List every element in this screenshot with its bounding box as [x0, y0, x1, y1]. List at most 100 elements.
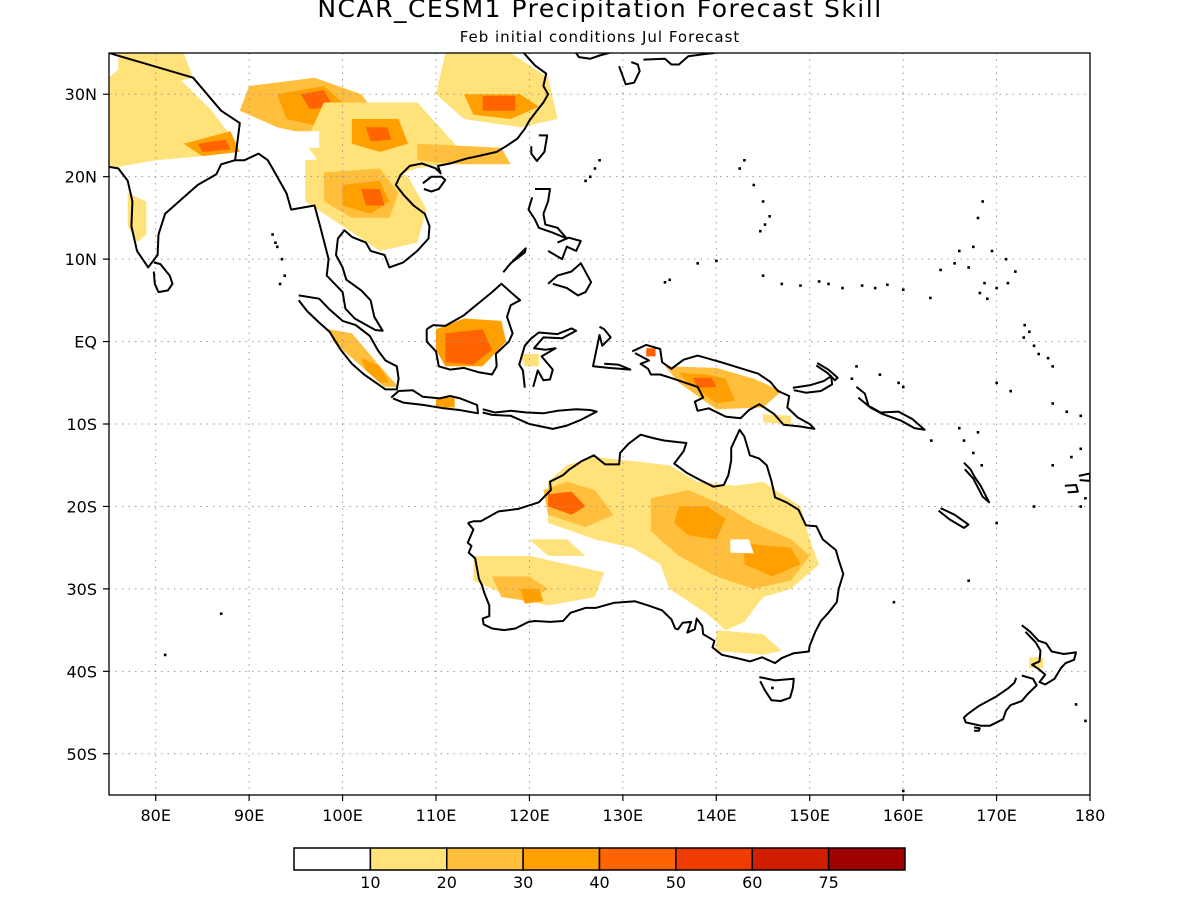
coast-borneo — [425, 282, 522, 376]
colorbar-swatch — [293, 847, 372, 871]
islet — [978, 291, 982, 295]
lat-tick-label: 10N — [65, 250, 97, 269]
islet — [763, 223, 767, 226]
skill-region-aus-central-core — [674, 506, 726, 540]
colorbar-label: 20 — [437, 873, 457, 892]
coast-taiwan — [530, 134, 549, 162]
islet — [995, 286, 998, 290]
lat-tick-label: 20N — [65, 168, 97, 187]
coast-stewart-island — [973, 726, 981, 732]
islet — [780, 282, 784, 286]
coast-solomons — [855, 386, 926, 431]
colorbar-swatch — [446, 847, 524, 871]
islet — [1014, 270, 1017, 273]
skill-gap-aus-hole-east — [730, 539, 754, 554]
colorbar-swatch — [598, 847, 677, 871]
coast-palawan — [502, 247, 527, 273]
coast-sumatra — [297, 294, 400, 391]
islet — [663, 280, 667, 284]
islet — [967, 266, 970, 269]
islet — [588, 175, 592, 179]
lon-tick-label: 120E — [509, 806, 550, 825]
coast-japan-honshu — [643, 53, 715, 66]
islet — [1079, 505, 1083, 508]
islet — [1009, 389, 1012, 393]
coast-halmahera-moluccas — [592, 325, 632, 371]
colorbar-swatch — [751, 847, 830, 871]
colorbar-swatch — [827, 847, 906, 871]
islet — [274, 241, 277, 245]
islet — [972, 245, 975, 249]
islet — [958, 249, 961, 253]
coast-new-britain — [792, 375, 834, 394]
islet — [972, 451, 975, 455]
islet — [1079, 447, 1083, 451]
islet — [901, 288, 905, 292]
islet — [761, 274, 765, 277]
islet — [817, 280, 821, 283]
lat-tick-label: 40S — [66, 662, 97, 681]
coast-java — [390, 389, 479, 415]
skill-region-indochina-core2 — [361, 189, 385, 206]
islet — [1051, 365, 1055, 368]
lat-tick-label: 10S — [66, 415, 97, 434]
islet — [1032, 344, 1036, 348]
islet — [1070, 455, 1073, 459]
coast-new-guinea — [631, 343, 816, 430]
lat-tick-label: EQ — [74, 333, 97, 352]
colorbar-label: 60 — [742, 873, 762, 892]
skill-region-south-china-core2 — [365, 127, 392, 142]
coast-bali-lesser-sundas — [482, 408, 598, 430]
colorbar-swatch — [522, 847, 601, 871]
coast-asia-mainland — [109, 53, 550, 332]
islet — [1074, 703, 1078, 706]
lat-tick-label: 30N — [65, 85, 97, 104]
islet — [929, 439, 933, 442]
lon-tick-label: 140E — [696, 806, 737, 825]
islet — [1032, 505, 1036, 508]
islet — [1022, 336, 1026, 339]
skill-region-aus-south-east — [716, 630, 782, 655]
chart-subtitle: Feb initial conditions Jul Forecast — [459, 28, 741, 46]
islet — [983, 281, 986, 285]
islet — [939, 268, 942, 272]
coast-australia — [466, 428, 845, 665]
lat-tick-label: 20S — [66, 497, 97, 516]
coast-vanuatu — [963, 461, 991, 504]
lon-tick-label: 110E — [416, 806, 457, 825]
islet — [280, 257, 284, 261]
islet — [860, 284, 864, 287]
islet — [271, 233, 274, 236]
skill-region-new-guinea-core2 — [692, 377, 717, 388]
islet — [275, 245, 279, 249]
islet — [771, 686, 774, 690]
colorbar-label: 75 — [818, 873, 838, 892]
islet — [799, 284, 802, 287]
islet — [752, 183, 756, 187]
islet — [929, 296, 932, 300]
islet — [855, 365, 858, 368]
islet — [283, 274, 287, 277]
islet — [1079, 414, 1083, 418]
islet — [1065, 410, 1069, 414]
lon-tick-label: 100E — [322, 806, 363, 825]
coast-fiji — [1064, 484, 1079, 494]
islet — [878, 373, 882, 376]
islet — [1006, 281, 1010, 285]
coast-luzon — [527, 188, 568, 240]
lon-tick-label: 150E — [789, 806, 830, 825]
islet — [990, 249, 994, 253]
chart-title: NCAR_CESM1 Precipitation Forecast Skill — [317, 0, 883, 23]
islet — [953, 262, 956, 265]
lon-tick-label: 170E — [976, 806, 1017, 825]
colorbar-label: 10 — [360, 873, 380, 892]
islet — [743, 158, 746, 162]
islet — [761, 200, 765, 203]
lon-tick-label: 90E — [234, 806, 264, 825]
graticule — [109, 53, 1090, 795]
lon-tick-label: 130E — [603, 806, 644, 825]
colorbar-swatch — [369, 847, 448, 871]
skill-region-coast-china — [417, 143, 511, 165]
islet — [584, 179, 587, 183]
skill-region-borneo-core — [445, 329, 493, 365]
